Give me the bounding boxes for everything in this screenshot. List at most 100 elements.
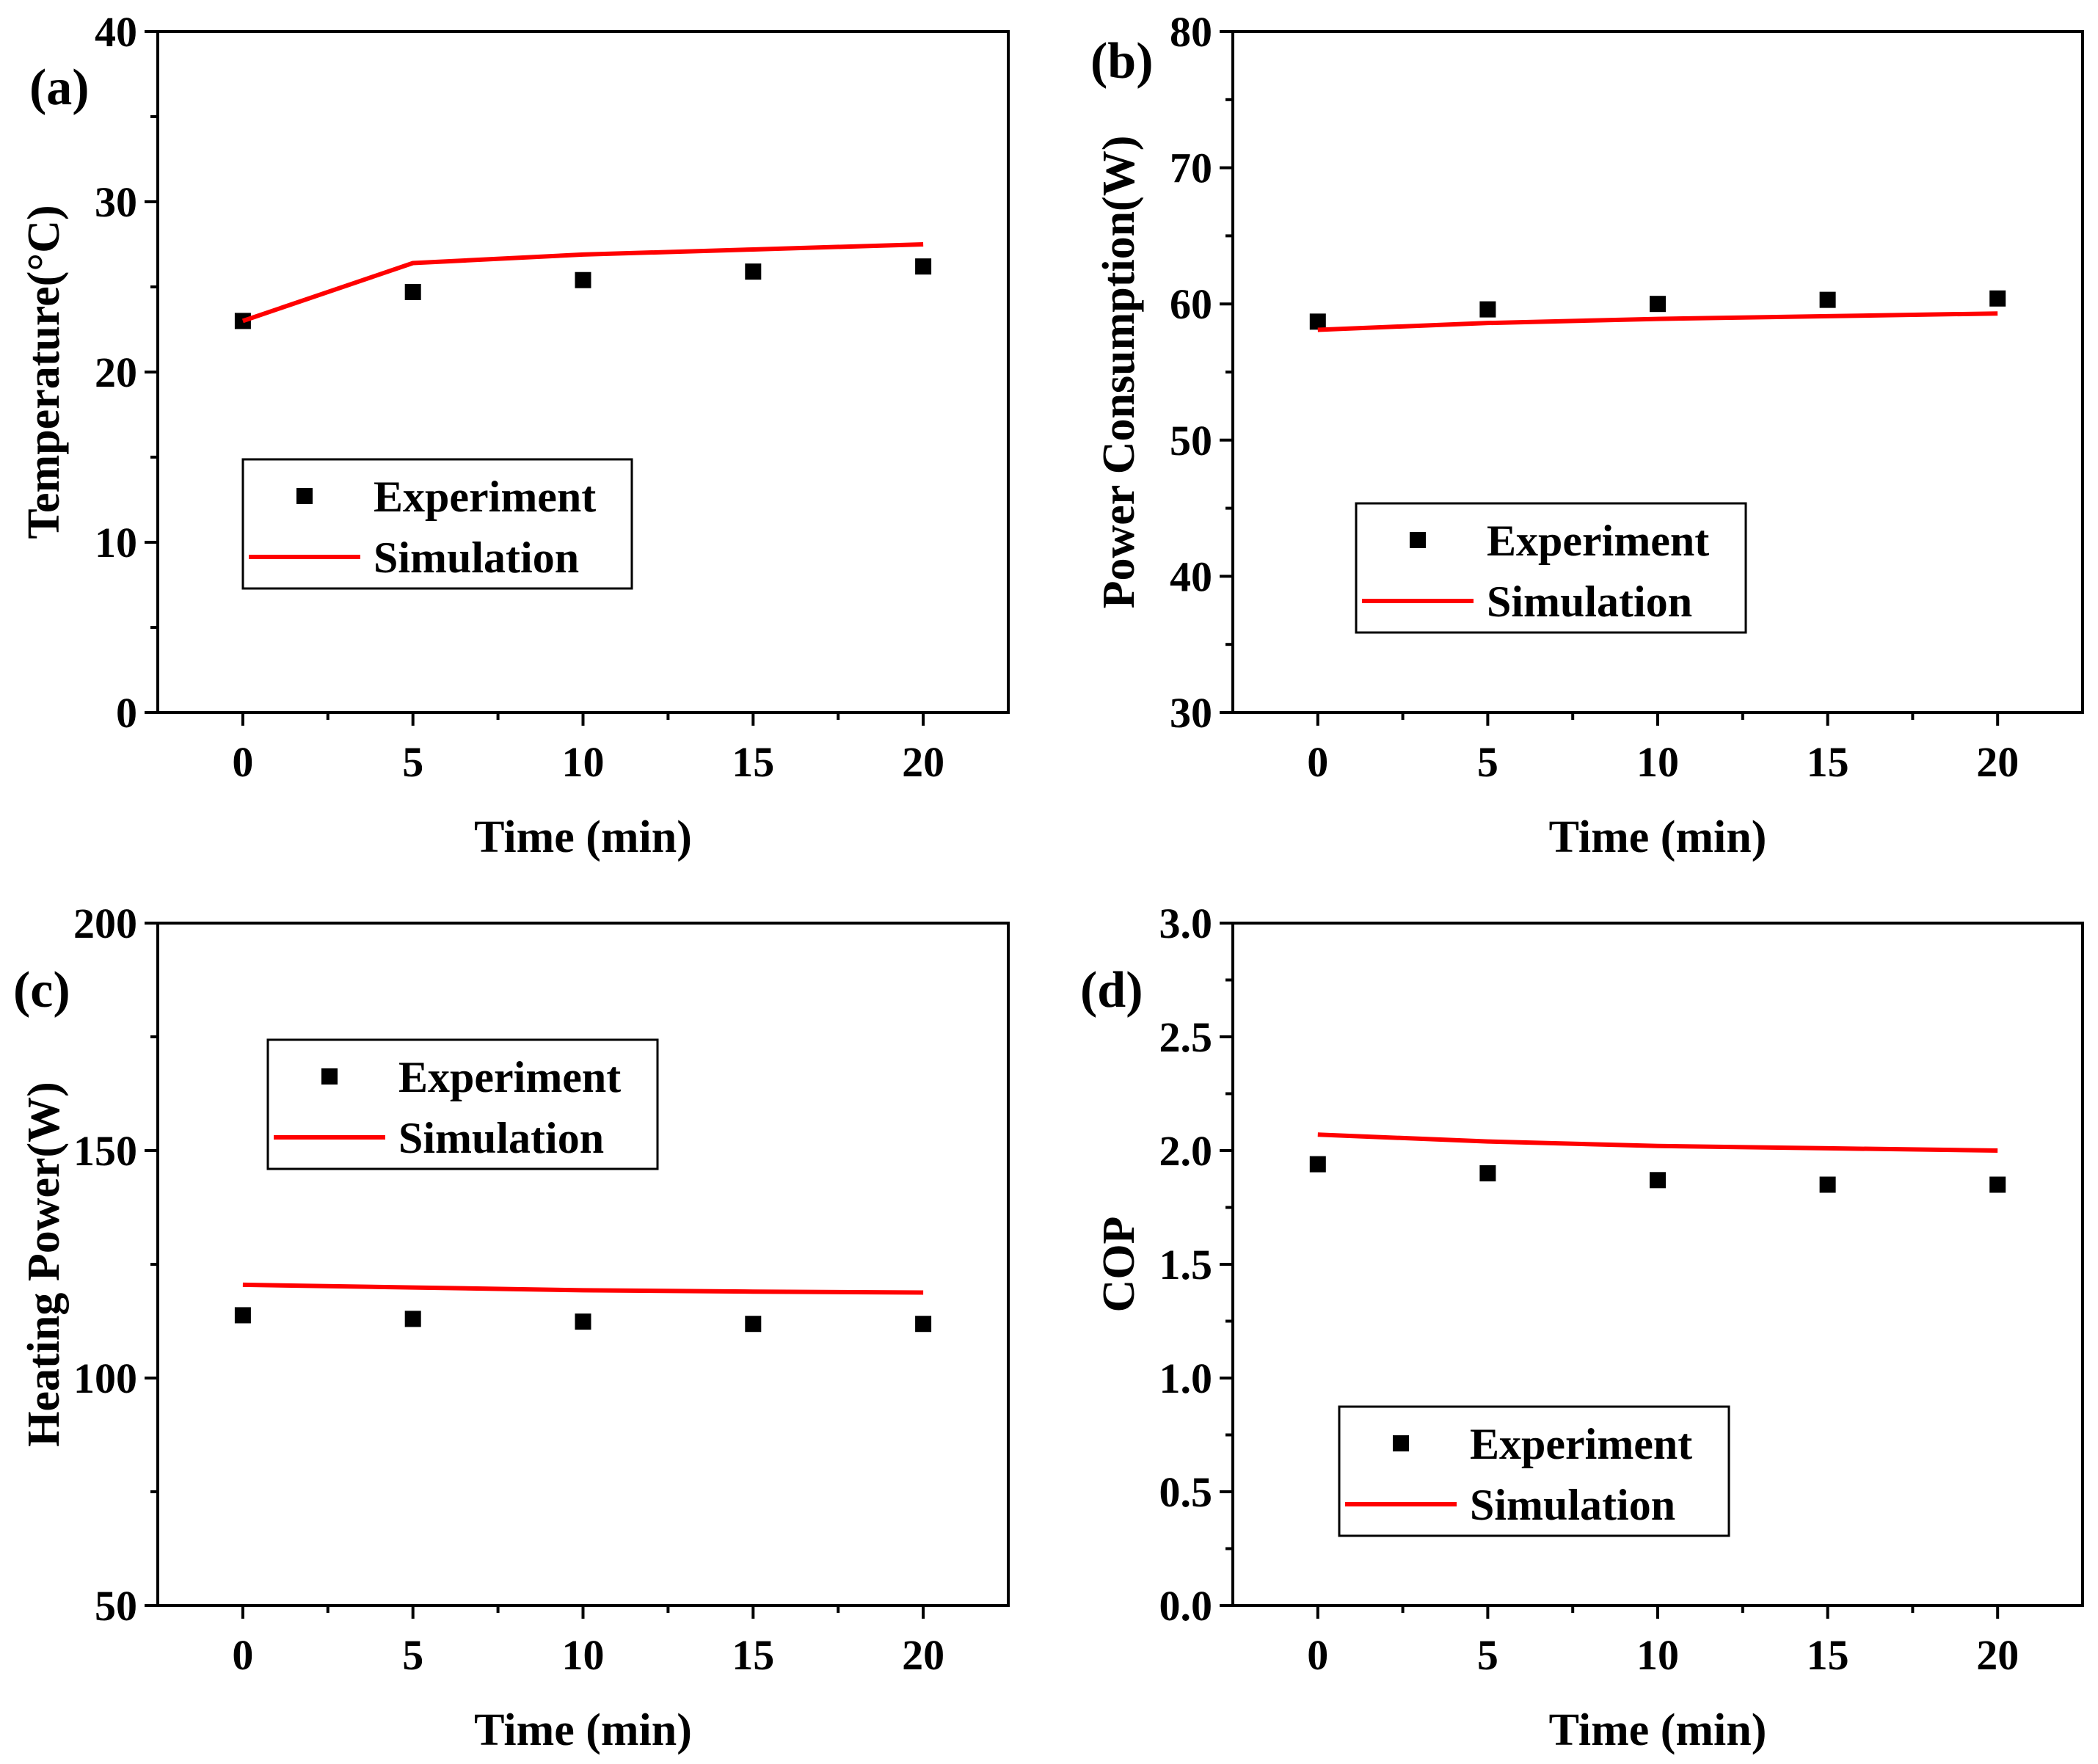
y-tick-label: 100 (73, 1355, 137, 1402)
legend-box (1355, 502, 1747, 634)
x-tick-label: 0 (232, 738, 253, 786)
experiment-point (1650, 1172, 1666, 1189)
experiment-point (1309, 1156, 1326, 1173)
panel-d: 0 5 10 15 20 0.0 0.5 1.0 1.5 2.0 2.5 3.0 Time (min) C… (1080, 900, 2084, 1755)
y-tick-label: 50 (1170, 417, 1212, 464)
plot-frame (156, 30, 1010, 714)
x-tick-label: 0 (232, 1631, 253, 1679)
x-tick-label: 10 (1636, 738, 1679, 786)
legend: Experiment Simulation (1338, 1405, 1730, 1537)
legend-label: Simulation (1470, 1481, 1675, 1529)
panel-label: (c) (13, 962, 70, 1018)
y-axis-label: Temperature(°C) (19, 205, 69, 539)
x-tick-label: 20 (902, 738, 944, 786)
experiment-point (404, 283, 421, 300)
y-tick-label: 10 (95, 519, 137, 566)
x-axis-label: Time (min) (474, 1705, 692, 1755)
x-tick-label: 15 (1807, 1631, 1849, 1679)
experiment-point (1989, 290, 2006, 307)
x-tick-label: 5 (402, 738, 423, 786)
legend-label: Experiment (1487, 517, 1709, 565)
panel-label: (b) (1090, 33, 1154, 90)
y-tick-label: 1.0 (1159, 1355, 1213, 1402)
y-tick-label: 2.0 (1159, 1127, 1213, 1175)
legend-label: Experiment (374, 473, 596, 521)
y-tick-label: 0.5 (1159, 1468, 1213, 1516)
experiment-point (745, 1316, 762, 1333)
y-tick-label: 80 (1170, 8, 1212, 56)
simulation-line (241, 242, 924, 324)
y-axis-label: COP (1094, 1217, 1144, 1313)
y-tick-label: 40 (95, 8, 137, 56)
panel-c: 0 5 10 15 20 50 100 150 200 Time (min) Heating Pow… (13, 900, 1010, 1755)
y-tick-label: 0 (116, 689, 137, 737)
y-tick-label: 70 (1170, 145, 1212, 192)
x-tick-label: 10 (1636, 1631, 1679, 1679)
x-axis-label: Time (min) (1549, 1705, 1767, 1755)
panel-a: 0 5 10 15 20 0 10 20 30 40 Time (min) Temperature(°… (19, 8, 1010, 862)
y-tick-label: 30 (1170, 689, 1212, 737)
experiment-point (745, 263, 762, 280)
legend-box (241, 458, 633, 590)
y-tick-label: 2.5 (1159, 1013, 1213, 1061)
plot-frame (156, 922, 1010, 1607)
y-tick-label: 0.0 (1159, 1582, 1213, 1630)
legend: Experiment Simulation (1355, 502, 1747, 634)
legend-box (266, 1038, 659, 1170)
experiment-point (1479, 301, 1496, 318)
legend: Experiment Simulation (241, 458, 633, 590)
legend-marker-swatch (321, 1068, 338, 1085)
y-axis-label: Heating Power(W) (19, 1082, 69, 1447)
x-tick-label: 20 (1976, 1631, 2019, 1679)
experiment-point (575, 271, 591, 288)
legend-label: Experiment (1470, 1420, 1692, 1468)
x-tick-label: 5 (1477, 1631, 1498, 1679)
experiment-point (915, 1316, 932, 1333)
simulation-line (1317, 1132, 1998, 1153)
legend-marker-swatch (1410, 532, 1426, 548)
x-tick-label: 15 (732, 738, 774, 786)
experiment-point (1819, 1176, 1836, 1193)
y-tick-label: 3.0 (1159, 900, 1213, 947)
y-tick-label: 1.5 (1159, 1241, 1213, 1289)
panel-label: (a) (29, 59, 90, 116)
simulation-line (242, 1282, 924, 1295)
experiment-point (575, 1313, 591, 1330)
panel-label: (d) (1080, 962, 1143, 1018)
x-tick-label: 10 (562, 1631, 605, 1679)
x-tick-label: 5 (1477, 738, 1498, 786)
x-tick-label: 15 (1807, 738, 1849, 786)
y-tick-label: 60 (1170, 280, 1212, 328)
legend-label: Simulation (398, 1114, 604, 1162)
x-tick-label: 15 (732, 1631, 774, 1679)
x-axis-label: Time (min) (1549, 812, 1767, 862)
y-axis-label: Power Consumption(W) (1094, 136, 1144, 609)
x-tick-label: 5 (402, 1631, 423, 1679)
legend-label: Experiment (398, 1053, 621, 1101)
simulation-line (1317, 311, 1998, 332)
experiment-point (234, 1307, 251, 1324)
legend: Experiment Simulation (266, 1038, 659, 1170)
legend-marker-swatch (1393, 1435, 1409, 1451)
legend-label: Simulation (1487, 577, 1692, 626)
y-tick-label: 150 (73, 1127, 137, 1175)
legend-box (1338, 1405, 1730, 1537)
y-tick-label: 200 (73, 900, 137, 947)
experiment-point (1309, 313, 1326, 330)
x-tick-label: 0 (1307, 1631, 1328, 1679)
x-tick-label: 20 (902, 1631, 944, 1679)
experiment-point (1650, 296, 1666, 313)
experiment-point (1479, 1165, 1496, 1181)
x-axis-label: Time (min) (474, 812, 692, 862)
experiment-point (404, 1311, 421, 1327)
y-tick-label: 20 (95, 349, 137, 396)
experiment-point (915, 258, 932, 275)
y-tick-label: 50 (95, 1582, 137, 1630)
x-tick-label: 10 (562, 738, 605, 786)
experiment-point (1989, 1176, 2006, 1193)
panel-b: 0 5 10 15 20 30 40 50 60 70 80 Time (min) Power Cons… (1090, 8, 2084, 862)
y-tick-label: 30 (95, 178, 137, 226)
experiment-point (1819, 291, 1836, 308)
legend-label: Simulation (374, 533, 579, 582)
